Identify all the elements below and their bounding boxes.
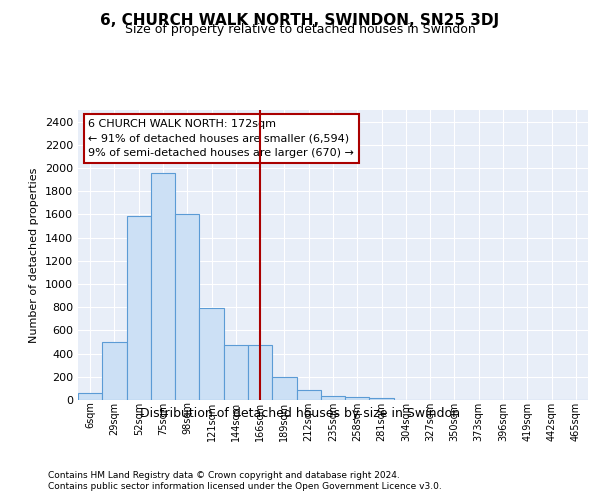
Bar (370, 398, 394, 400)
Bar (345, 396, 370, 400)
Bar (175, 214, 199, 400)
Text: 6 CHURCH WALK NORTH: 172sqm
← 91% of detached houses are smaller (6,594)
9% of s: 6 CHURCH WALK NORTH: 172sqm ← 91% of det… (88, 118, 354, 158)
Bar (151, 172, 175, 400)
Bar (127, 216, 151, 400)
Bar (224, 346, 248, 400)
Text: Size of property relative to detached houses in Swindon: Size of property relative to detached ho… (125, 22, 475, 36)
Bar (296, 390, 321, 400)
Y-axis label: Number of detached properties: Number of detached properties (29, 168, 40, 342)
Bar (272, 378, 296, 400)
Bar (199, 308, 224, 400)
Text: Contains public sector information licensed under the Open Government Licence v3: Contains public sector information licen… (48, 482, 442, 491)
Bar (78, 393, 102, 400)
Bar (321, 396, 345, 400)
Text: Contains HM Land Registry data © Crown copyright and database right 2024.: Contains HM Land Registry data © Crown c… (48, 471, 400, 480)
Bar (248, 346, 272, 400)
Text: Distribution of detached houses by size in Swindon: Distribution of detached houses by size … (140, 408, 460, 420)
Bar (102, 342, 127, 400)
Text: 6, CHURCH WALK NORTH, SWINDON, SN25 3DJ: 6, CHURCH WALK NORTH, SWINDON, SN25 3DJ (100, 12, 500, 28)
